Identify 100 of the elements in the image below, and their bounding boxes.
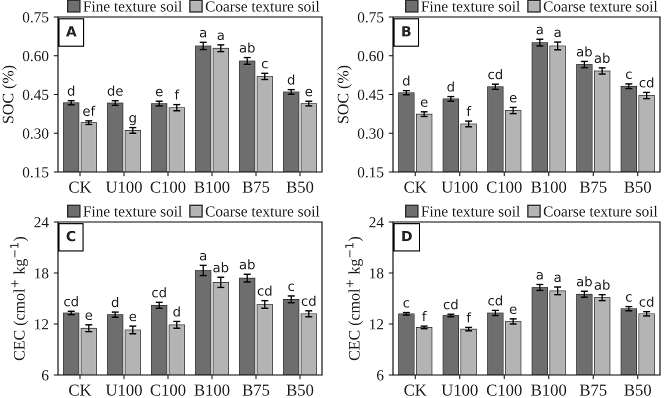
annotation: B xyxy=(402,26,411,36)
data-label: d xyxy=(402,76,410,86)
data-label: a xyxy=(218,32,224,40)
legend-label: Coarse texture soil xyxy=(544,206,658,217)
y-tick-label: 0.60 xyxy=(358,50,384,62)
x-tick-label: U100 xyxy=(442,384,478,396)
data-label: c xyxy=(288,284,294,292)
data-label: d xyxy=(288,74,294,85)
data-label: d xyxy=(447,81,454,92)
data-label: ab xyxy=(576,276,592,286)
legend-label: Fine texture soil xyxy=(421,206,520,217)
data-label: a xyxy=(536,26,543,34)
data-label: g xyxy=(129,115,136,126)
y-tick-label: 18 xyxy=(370,268,384,278)
data-label: cd xyxy=(488,69,502,80)
data-label: e xyxy=(85,312,92,320)
annotation: A xyxy=(66,26,77,36)
legend-label: Fine texture soil xyxy=(83,0,182,12)
data-label: cd xyxy=(640,296,654,307)
data-label: e xyxy=(510,306,517,314)
data-label: a xyxy=(554,274,560,282)
y-tick-label: 6 xyxy=(376,370,384,380)
data-label: c xyxy=(262,60,268,68)
annotation: C xyxy=(66,230,76,242)
x-tick-label: C100 xyxy=(486,182,522,193)
x-tick-label: CK xyxy=(69,384,92,396)
data-label: a xyxy=(554,30,560,38)
x-tick-label: CK xyxy=(404,182,427,193)
data-label: cd xyxy=(64,296,78,306)
x-tick-label: B100 xyxy=(531,384,566,396)
legend-label: Coarse texture soil xyxy=(544,0,658,12)
data-label: f xyxy=(466,312,472,322)
y-tick-label: 24 xyxy=(369,217,384,228)
x-tick-label: C100 xyxy=(150,182,186,193)
y-tick-label: 12 xyxy=(35,319,48,330)
data-label: ab xyxy=(240,42,255,53)
data-label: ab xyxy=(594,280,610,290)
data-label: cd xyxy=(302,296,316,306)
annotation: D xyxy=(402,231,412,242)
x-tick-label: B75 xyxy=(242,384,270,396)
data-label: ab xyxy=(240,259,255,270)
data-label: cd xyxy=(488,295,502,306)
y-tick-label: 0.30 xyxy=(358,128,384,139)
y-tick-label: 0.60 xyxy=(22,50,48,62)
y-tick-label: 0.75 xyxy=(22,12,48,23)
legend-label: Fine texture soil xyxy=(83,206,182,217)
x-tick-label: B50 xyxy=(286,182,314,193)
y-axis-title: CEC (cmol$^{+}$ kg$^{−1}$) xyxy=(10,236,28,360)
y-tick-label: 18 xyxy=(35,268,48,278)
data-label: a xyxy=(200,30,206,38)
data-label: e xyxy=(305,88,312,96)
y-tick-label: 0.30 xyxy=(22,128,48,139)
data-label: ab xyxy=(594,52,610,64)
data-label: e xyxy=(129,314,136,322)
data-label: ef xyxy=(83,106,96,116)
data-label: ab xyxy=(213,262,228,272)
y-axis-title: SOC (%) xyxy=(2,66,17,123)
data-label: cd xyxy=(258,286,272,296)
data-label: a xyxy=(200,252,206,260)
y-axis-title: CEC (cmol$^{+}$ kg$^{−1}$) xyxy=(345,236,363,360)
x-tick-label: B100 xyxy=(194,384,230,396)
x-tick-label: U100 xyxy=(106,384,142,396)
x-tick-label: CK xyxy=(69,182,92,193)
x-tick-label: B50 xyxy=(624,182,652,193)
legend-label: Coarse texture soil xyxy=(206,206,320,217)
data-label: de xyxy=(108,86,123,96)
data-label: d xyxy=(68,86,74,96)
data-label: a xyxy=(536,272,543,280)
data-label: ab xyxy=(576,46,592,57)
data-label: e xyxy=(420,99,428,107)
data-label: c xyxy=(626,71,632,80)
data-label: f xyxy=(422,311,427,322)
data-label: c xyxy=(403,300,410,308)
y-tick-label: 12 xyxy=(370,319,384,330)
x-tick-label: B100 xyxy=(531,182,566,193)
data-label: e xyxy=(510,94,517,103)
y-tick-label: 0.75 xyxy=(358,12,384,23)
x-tick-label: B100 xyxy=(194,182,230,193)
y-tick-label: 24 xyxy=(34,217,49,228)
x-tick-label: B75 xyxy=(580,384,606,396)
x-tick-label: B75 xyxy=(580,182,606,193)
y-tick-label: 6 xyxy=(42,370,49,380)
x-tick-label: C100 xyxy=(150,384,186,396)
legend-label: Coarse texture soil xyxy=(206,0,320,12)
data-label: d xyxy=(112,297,118,308)
y-tick-label: 0.15 xyxy=(358,167,384,178)
data-label: cd xyxy=(444,299,458,310)
y-tick-label: 0.15 xyxy=(22,167,48,178)
x-tick-label: CK xyxy=(404,384,427,396)
x-tick-label: B75 xyxy=(242,182,270,193)
data-label: cd xyxy=(152,287,166,298)
data-label: f xyxy=(466,106,472,116)
legend-label: Fine texture soil xyxy=(421,0,520,12)
y-tick-label: 0.45 xyxy=(22,90,48,100)
x-tick-label: B50 xyxy=(624,384,652,396)
data-label: c xyxy=(626,294,632,302)
x-tick-label: C100 xyxy=(486,384,522,396)
data-label: d xyxy=(173,306,180,317)
data-label: cd xyxy=(640,77,654,88)
x-tick-label: U100 xyxy=(442,182,478,193)
